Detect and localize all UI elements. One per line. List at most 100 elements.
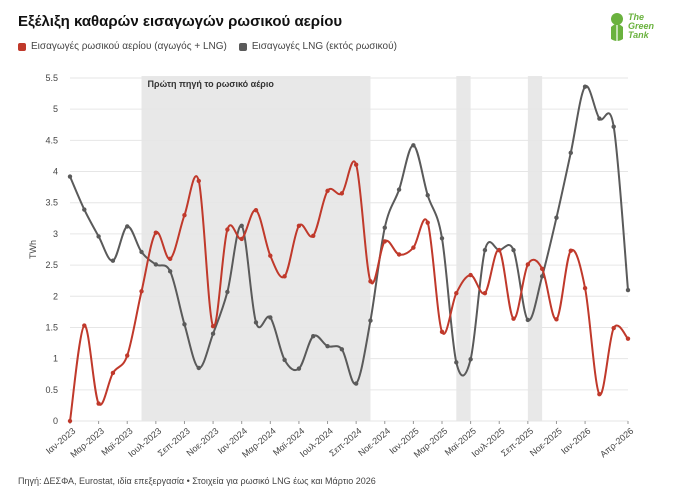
series-point-1: [239, 223, 244, 229]
series-point-0: [125, 353, 130, 358]
x-tick-label: Νοε-2023: [185, 426, 221, 458]
series-point-1: [625, 287, 631, 293]
series-point-0: [554, 317, 559, 322]
series-point-0: [296, 223, 302, 229]
series-point-1: [368, 318, 373, 323]
x-tick-label: Ιαν-2026: [559, 426, 592, 456]
series-point-1: [396, 187, 402, 192]
series-point-0: [353, 162, 359, 167]
series-point-1: [511, 247, 516, 253]
series-point-0: [82, 323, 87, 328]
legend-swatch-russian-gas: [18, 42, 26, 51]
series-point-0: [239, 236, 244, 242]
series-line-0: [69, 160, 629, 422]
y-tick-label: 5.5: [45, 73, 58, 83]
y-tick-label: 0.5: [45, 385, 58, 395]
series-point-0: [611, 325, 616, 331]
series-point-0: [282, 274, 287, 279]
series-point-1: [454, 360, 459, 365]
series-point-1: [582, 84, 588, 89]
series-point-1: [210, 331, 216, 336]
series-point-1: [482, 247, 488, 253]
series-point-1: [225, 289, 230, 295]
x-tick-label: Απρ-2026: [598, 426, 635, 460]
series-point-0: [167, 256, 173, 262]
series-point-0: [582, 285, 588, 291]
y-tick-label: 1: [53, 354, 58, 364]
y-tick-label: 4: [53, 167, 58, 177]
series-point-1: [167, 269, 173, 274]
legend-swatch-lng: [238, 42, 247, 51]
series-point-0: [182, 213, 187, 218]
series-point-1: [253, 320, 259, 325]
series-point-0: [625, 336, 631, 341]
series-point-1: [525, 317, 531, 323]
series-point-0: [525, 262, 531, 267]
series-point-0: [325, 188, 330, 194]
series-point-1: [282, 357, 287, 363]
logo-line-2: Green: [628, 21, 655, 31]
y-tick-label: 0: [53, 416, 58, 426]
series-point-0: [497, 247, 502, 253]
series-point-0: [511, 316, 516, 321]
chart-plot: Πρώτη πηγή το ρωσικό αέριο 0 0.5 1 1.5 2 2.5 3 3…: [28, 73, 635, 460]
series-point-1: [611, 124, 616, 129]
series-point-0: [439, 329, 445, 335]
series-point-0: [67, 418, 73, 424]
shaded-range-1: [456, 76, 471, 421]
legend-label-lng: Εισαγωγές LNG (εκτός ρωσικού): [251, 41, 397, 52]
legend-label-russian-gas: Εισαγωγές ρωσικού αερίου (αγωγός + LNG): [31, 41, 227, 52]
series-point-1: [439, 236, 445, 241]
y-tick-label: 2: [53, 291, 58, 301]
series-point-1: [339, 347, 345, 352]
series-point-0: [210, 324, 216, 329]
y-tick-label: 2.5: [45, 260, 58, 270]
series-point-0: [382, 239, 387, 244]
source-note: Πηγή: ΔΕΣΦΑ, Eurostat, ιδία επεξεργασία …: [18, 476, 376, 486]
logo-text: The Green Tank: [628, 13, 654, 40]
series-point-1: [139, 249, 144, 255]
series-point-0: [468, 272, 473, 278]
series-point-1: [110, 258, 116, 263]
series-point-0: [454, 290, 459, 296]
y-tick-label: 3.5: [45, 198, 58, 208]
y-tick-label: 1.5: [45, 322, 58, 332]
series-point-0: [396, 252, 402, 257]
series-point-0: [568, 248, 573, 253]
series-point-1: [411, 143, 416, 148]
series-point-0: [368, 279, 373, 284]
legend-item-lng[interactable]: Εισαγωγές LNG (εκτός ρωσικού): [238, 41, 397, 52]
shaded-range-2: [527, 76, 543, 421]
series-point-1: [425, 193, 430, 198]
series-point-0: [253, 208, 259, 213]
series-point-0: [339, 191, 345, 196]
series-point-1: [468, 357, 473, 362]
series-point-1: [382, 225, 387, 230]
series-point-0: [196, 178, 201, 184]
y-tick-label: 5: [53, 104, 58, 114]
logo-line-1: The: [628, 12, 645, 22]
series-point-1: [325, 343, 330, 349]
series-point-0: [96, 401, 101, 406]
series-point-0: [110, 370, 116, 376]
series-point-0: [597, 391, 602, 397]
series-point-1: [82, 207, 87, 212]
series-point-0: [482, 290, 488, 296]
legend-item-russian-gas[interactable]: Εισαγωγές ρωσικού αερίου (αγωγός + LNG): [18, 41, 227, 52]
series-point-1: [568, 150, 573, 156]
series-point-1: [153, 262, 159, 267]
shaded-range-label: Πρώτη πηγή το ρωσικό αέριο: [148, 79, 275, 89]
shaded-range-0: [141, 76, 371, 421]
chart-title: Εξέλιξη καθαρών εισαγωγών ρωσικού αερίου: [18, 13, 343, 30]
series-point-1: [182, 322, 187, 327]
series-point-1: [196, 365, 201, 371]
series-point-0: [225, 227, 230, 232]
series-point-0: [425, 220, 430, 225]
y-tick-label: 4.5: [45, 135, 58, 145]
series-point-0: [411, 245, 416, 250]
series-point-1: [268, 315, 273, 320]
series-point-0: [311, 233, 316, 238]
series-point-0: [153, 230, 159, 235]
series-point-1: [597, 116, 602, 121]
series-point-1: [353, 381, 359, 386]
